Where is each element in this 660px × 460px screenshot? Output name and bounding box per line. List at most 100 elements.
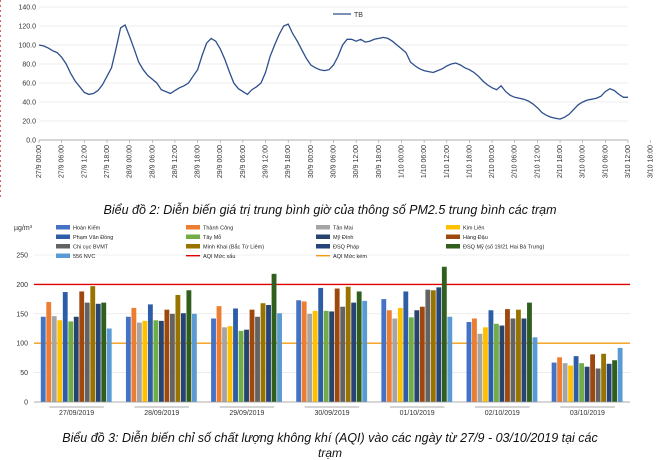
x-tick-label: 28/9 00:00 [127, 145, 134, 178]
bar [527, 302, 532, 402]
bar [617, 347, 623, 402]
chart3-caption-line1: Biểu đồ 3: Diễn biến chỉ số chất lượng k… [62, 431, 598, 445]
bar [318, 287, 324, 402]
y-tick-label: 60.0 [22, 81, 36, 88]
bar [238, 330, 244, 402]
x-tick-label: 1/10 00:00 [398, 145, 405, 178]
x-tick-label: 1/10 06:00 [421, 145, 428, 178]
bar [345, 286, 351, 402]
bar [397, 307, 403, 402]
y-tick-label: 100 [16, 341, 28, 348]
legend-label: 556 NVC [73, 254, 95, 260]
y-tick-label: 120.0 [18, 24, 36, 31]
bar [447, 316, 453, 402]
bar [312, 310, 318, 402]
bar [430, 290, 436, 402]
legend-swatch [316, 225, 330, 230]
bar [164, 309, 170, 402]
y-tick-label: 80.0 [22, 62, 36, 69]
legend-label: Thành Công [203, 226, 233, 232]
bar [271, 273, 277, 402]
bar [84, 302, 90, 402]
bar [46, 302, 52, 402]
bar [483, 327, 488, 402]
legend-label: ĐSQ Mỹ (số 19/21 Hai Bà Trưng) [463, 245, 544, 251]
x-category-label: 27/09/2019 [59, 410, 94, 417]
bar [362, 300, 368, 402]
bar [488, 310, 494, 402]
bar [169, 313, 175, 402]
legend-label: Kim Liên [463, 226, 484, 232]
x-tick-label: 2/10 12:00 [534, 145, 541, 178]
legend-label-tb: TB [354, 12, 363, 19]
bar [510, 318, 516, 402]
bar [436, 287, 442, 402]
bar [386, 310, 392, 402]
y-tick-label: 50 [20, 370, 28, 377]
bar [277, 313, 282, 402]
bar [494, 323, 499, 402]
bar [175, 294, 181, 402]
chart2-caption: Biểu đồ 2: Diễn biến giá trị trung bình … [103, 203, 557, 217]
legend-label: Hoàn Kiếm [73, 226, 101, 232]
x-category-label: 28/09/2019 [144, 410, 179, 417]
bar [147, 304, 153, 402]
legend-label: Mỹ Đình [333, 235, 353, 241]
aqi-bar-chart: 0 50 100 150 200 250 µg/m³ 27/09/2019 28/09/2019… [0, 220, 660, 430]
x-tick-label: 29/9 12:00 [263, 145, 270, 178]
legend-label: ĐSQ Pháp [333, 245, 359, 251]
bar [392, 318, 398, 402]
bar [551, 362, 557, 402]
legend-swatch [316, 244, 330, 249]
bar [606, 363, 612, 402]
legend-label: Chi cục BVMT [73, 245, 109, 251]
bar [68, 321, 74, 402]
legend-swatch [446, 225, 460, 230]
bar [211, 318, 216, 402]
legend-swatch [446, 244, 460, 249]
x-tick-label: 28/9 06:00 [149, 145, 156, 178]
bar [244, 329, 249, 402]
bar [95, 303, 101, 402]
legend-label: Hàng Đậu [463, 235, 488, 241]
bar [125, 316, 131, 402]
bar [381, 299, 387, 402]
bar [323, 310, 329, 402]
bar [573, 356, 579, 402]
x-category-label: 01/10/2019 [400, 410, 435, 417]
bar [557, 357, 563, 402]
bar [329, 311, 335, 402]
y-axis-label: µg/m³ [14, 225, 33, 232]
bar [601, 353, 607, 402]
bar [62, 292, 68, 402]
x-tick-label: 27/9 18:00 [104, 145, 111, 178]
bar [307, 313, 313, 402]
x-tick-label: 3/10 00:00 [580, 145, 587, 178]
x-tick-label: 27/9 06:00 [59, 145, 66, 178]
y-tick-label: 140.0 [18, 5, 36, 12]
bar [516, 309, 521, 402]
x-tick-label: 30/9 18:00 [376, 145, 383, 178]
legend-swatch [446, 234, 460, 239]
legend-swatch [56, 225, 70, 230]
bar [532, 337, 538, 402]
bar [505, 309, 510, 402]
bar [153, 320, 159, 402]
legend-swatch [56, 234, 70, 239]
bar [106, 328, 112, 402]
bar [334, 288, 340, 402]
series-line-tb [38, 23, 628, 120]
x-tick-label: 30/9 12:00 [353, 145, 360, 178]
bar [472, 318, 477, 402]
bar [590, 354, 596, 402]
bar [101, 302, 107, 402]
bar [521, 318, 527, 402]
bar [73, 316, 79, 402]
bar [466, 322, 472, 402]
y-tick-label: 0.0 [26, 138, 36, 145]
bar [186, 290, 192, 402]
chart3-caption-line2: trạm [318, 446, 342, 460]
bar [260, 303, 266, 402]
bar [296, 300, 302, 402]
y-tick-label: 150 [16, 311, 28, 318]
